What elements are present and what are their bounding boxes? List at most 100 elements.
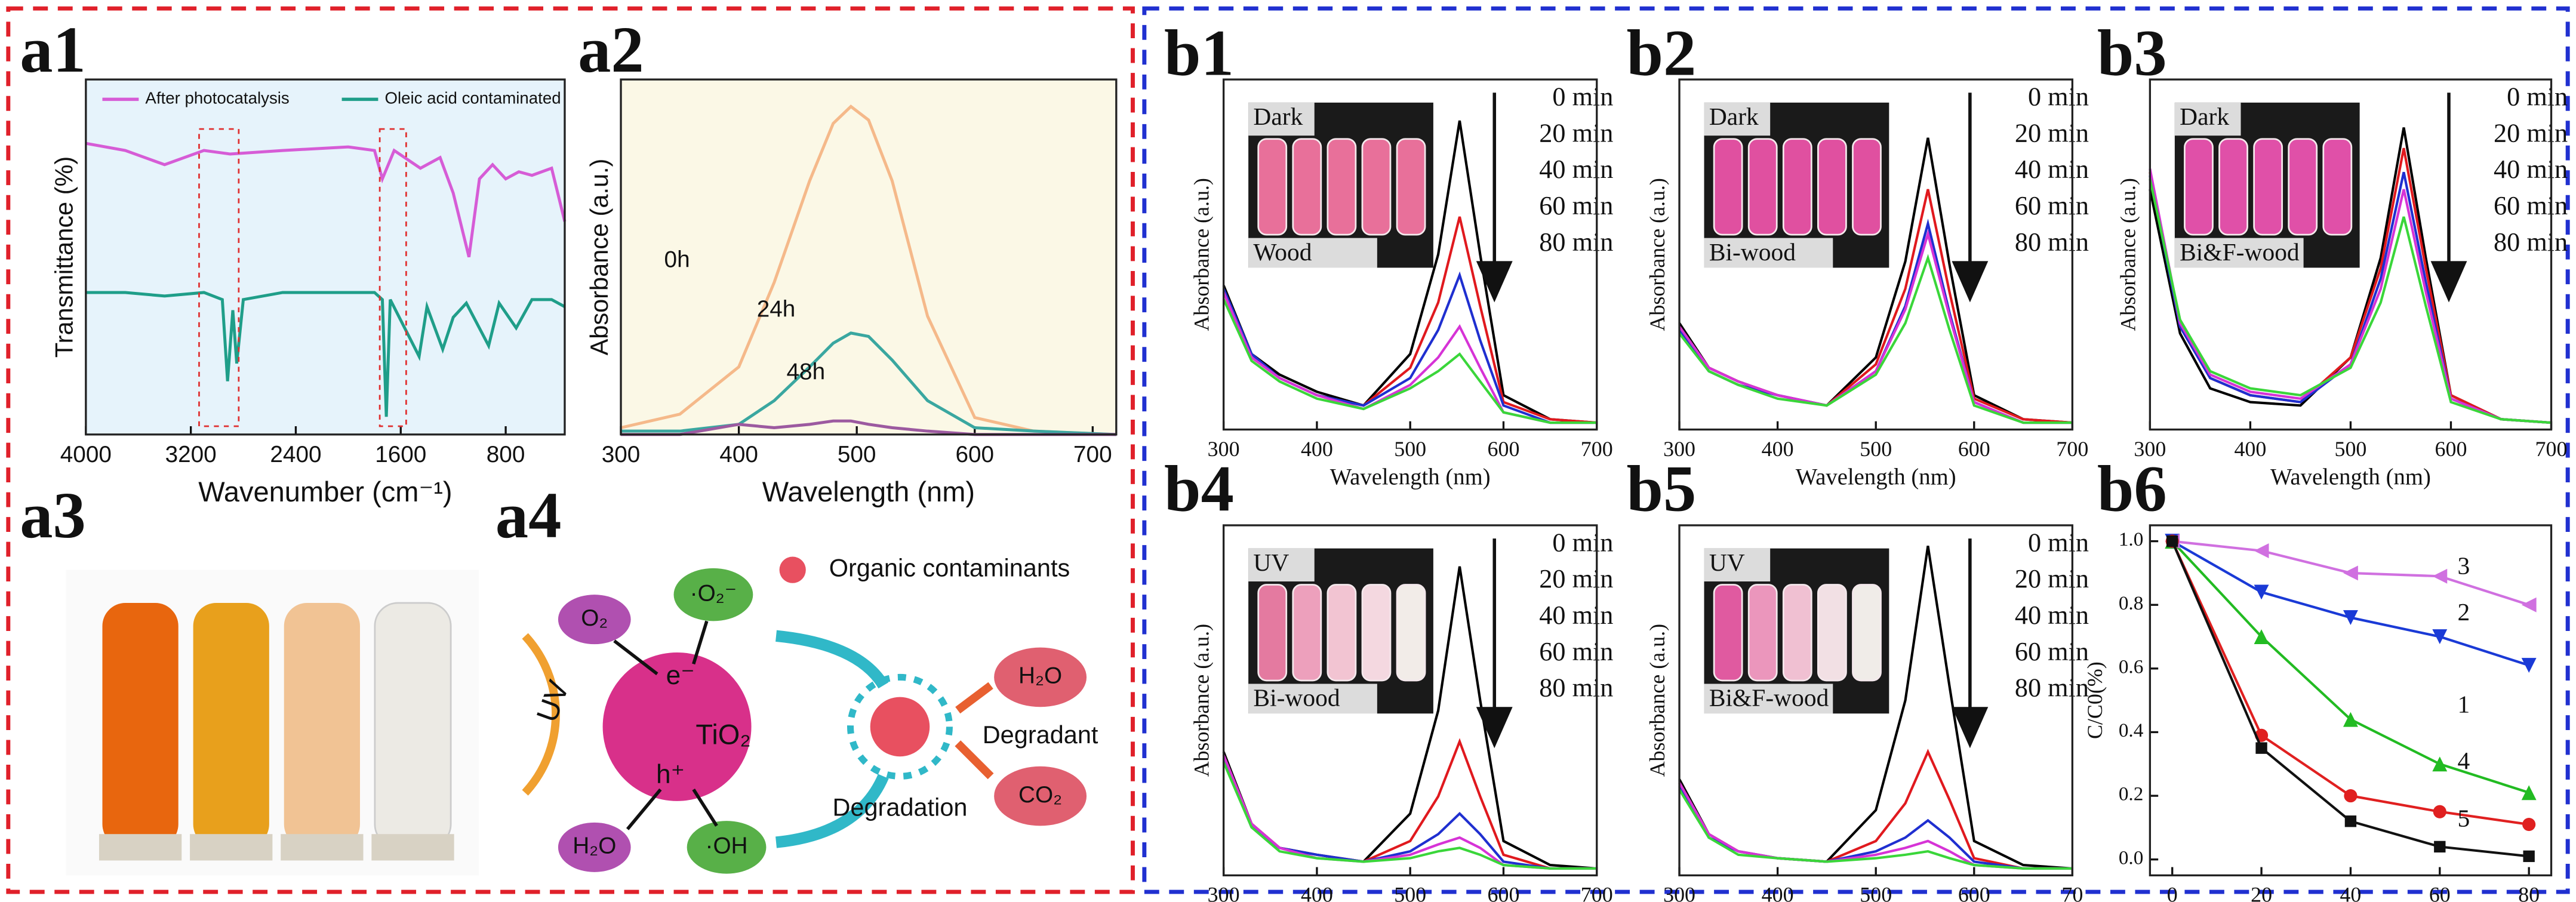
inset-sample: Bi&F-wood [1709, 684, 1829, 712]
x-tick-label: 600 [1958, 437, 1990, 461]
panel-label: b4 [1164, 452, 1234, 525]
series-label: 1 [2458, 691, 2470, 718]
x-tick-label: 600 [1958, 883, 1990, 902]
marker [2521, 597, 2537, 612]
arrow [613, 620, 718, 830]
marker [2432, 568, 2448, 584]
series-line [1222, 761, 1597, 870]
y-tick-label: 0.6 [2119, 655, 2143, 678]
y-axis-label: Transmittance (%) [50, 156, 78, 358]
inset-photo: Dark Wood [1248, 102, 1433, 272]
vial [1257, 584, 1288, 682]
y-axis-label: Absorbance (a.u.) [585, 159, 613, 356]
legend-label: 80 min [1539, 673, 1613, 703]
marker [2343, 610, 2358, 626]
legend-label: 40 min [2494, 155, 2568, 184]
legend-label: 40 min [2015, 155, 2089, 184]
marker [2523, 850, 2535, 863]
panel-label: b1 [1164, 16, 1234, 89]
plot-frame [1222, 78, 1598, 431]
panel-label: b3 [2097, 16, 2167, 89]
vial [1361, 584, 1392, 682]
x-tick-label: 3200 [165, 442, 217, 467]
series-line [1678, 254, 2073, 424]
x-tick-label: 500 [1860, 437, 1892, 461]
x-tick-label: 500 [1394, 437, 1426, 461]
panel-b-border [1142, 6, 2570, 894]
vial [1713, 138, 1743, 236]
legend-label: 60 min [2015, 191, 2089, 220]
x-tick-label: 20 [2251, 883, 2272, 902]
diagram-label: H₂O [1018, 663, 1062, 689]
vial [1782, 584, 1812, 682]
inset-sample: Bi&F-wood [2180, 238, 2300, 266]
y-tick-label: 0.4 [2119, 719, 2144, 741]
panel-label: a2 [578, 13, 644, 86]
legend-arrow-head [1476, 261, 1513, 303]
x-tick-label: 600 [955, 442, 994, 467]
x-tick-label: 700 [1581, 437, 1613, 461]
marker [2434, 841, 2446, 853]
x-tick-label: 80 [2518, 883, 2540, 902]
label-bg [1704, 238, 1833, 272]
x-axis-label: Wavelength (nm) [762, 476, 975, 507]
x-axis-label: Wavenumber (cm⁻¹) [198, 476, 452, 507]
diagram-label: CO₂ [1018, 782, 1062, 808]
x-tick-label: 400 [1301, 437, 1333, 461]
x-tick-label: 400 [1762, 437, 1794, 461]
legend-label: 20 min [1539, 564, 1613, 593]
marker [2254, 629, 2269, 644]
legend-label: 0 min [2028, 528, 2089, 557]
photo-a3 [66, 569, 479, 876]
legend-label: 60 min [1539, 637, 1613, 666]
vial [281, 602, 364, 861]
x-axis-label: Wavelength (nm) [1796, 464, 1956, 490]
legend-arrow-head [1952, 707, 1989, 749]
inset-photo: UV Bi-wood [1248, 548, 1433, 717]
legend-label: 0 min [2028, 82, 2089, 111]
x-tick-label: 300 [1208, 883, 1240, 902]
diagram-label: Organic contaminants [829, 554, 1070, 582]
inset-condition: Dark [2180, 103, 2229, 130]
legend-label: 0 min [2507, 82, 2568, 111]
degradation-ring [847, 673, 953, 780]
x-tick-label: 4000 [60, 442, 112, 467]
x-tick-label: 700 [2056, 437, 2088, 461]
vial [1327, 138, 1357, 236]
marker [2432, 629, 2448, 644]
legend-label: After photocatalysis [145, 89, 289, 107]
vial [1257, 138, 1288, 236]
label-bg [1248, 102, 1315, 136]
inset-sample: Wood [1253, 238, 1312, 266]
vial [1852, 584, 1882, 682]
marker [2432, 756, 2448, 772]
label-bg [1248, 238, 1377, 272]
series-label: 3 [2458, 552, 2470, 579]
y-axis-label: Absorbance (a.u.) [2116, 178, 2140, 331]
x-tick-label: 60 [2429, 883, 2451, 902]
series-line [2149, 178, 2552, 424]
x-tick-label: 1600 [375, 442, 426, 467]
vial [371, 602, 454, 861]
x-tick-label: 300 [602, 442, 641, 467]
diagram-label: Degradant [983, 721, 1098, 749]
series-label: 0h [664, 247, 690, 273]
inset-condition: UV [1253, 549, 1289, 576]
marker [2166, 535, 2178, 547]
series-line [1222, 298, 1597, 424]
vial [1361, 138, 1392, 236]
marker [2522, 818, 2536, 832]
inset-photo: UV Bi&F-wood [1704, 548, 1889, 717]
x-tick-label: 300 [1663, 437, 1695, 461]
marker [2255, 742, 2267, 754]
plot-frame [2149, 78, 2553, 431]
plot-frame [1678, 524, 2074, 877]
x-axis-label: Wavelength (nm) [1330, 464, 1491, 490]
highlight-box [378, 128, 407, 427]
legend-label: 80 min [2015, 673, 2089, 703]
series-line [85, 141, 567, 258]
series-line [1678, 789, 2073, 870]
legend-label: 20 min [2015, 118, 2089, 147]
vial [2184, 138, 2214, 236]
